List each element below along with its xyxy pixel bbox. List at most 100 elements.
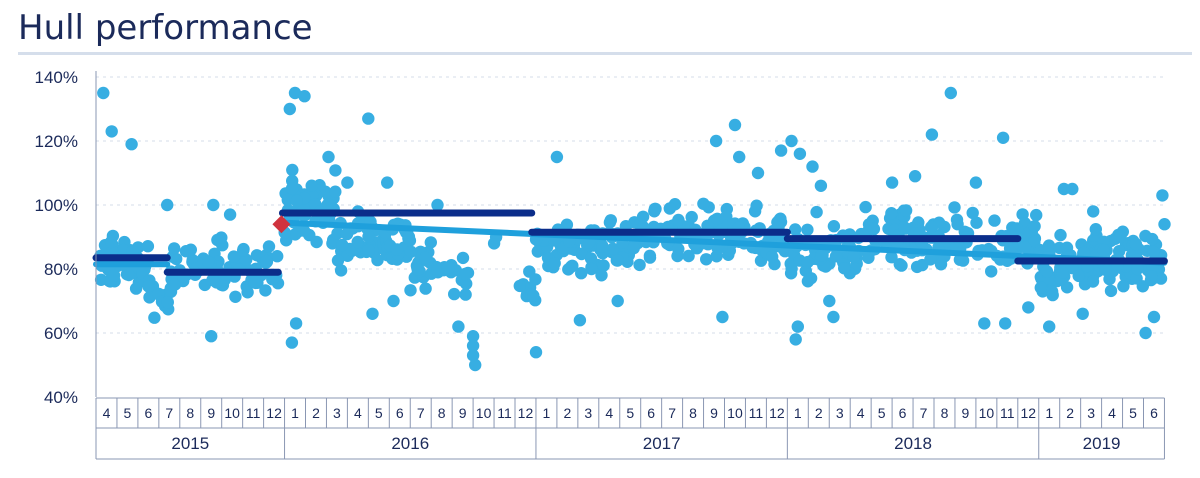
x-month-label: 3 [1087,405,1095,421]
data-point [1087,205,1100,218]
data-point [466,330,480,343]
data-point [1066,182,1079,196]
x-month-label: 1 [1045,405,1053,421]
data-point [205,330,218,343]
x-month-label: 2 [1066,405,1074,421]
data-point [1089,223,1103,236]
data-point [305,179,318,192]
data-point [1086,275,1100,288]
data-point [1147,310,1161,324]
data-point [550,150,564,164]
x-month-label: 8 [689,405,697,421]
data-point [1009,223,1022,237]
x-month-label: 9 [207,405,215,421]
data-point [801,255,814,269]
x-month-label: 12 [266,405,282,421]
data-point [390,243,404,256]
data-point [340,227,354,241]
x-month-label: 10 [224,405,240,421]
x-month-label: 12 [1020,405,1036,421]
data-point [371,253,384,267]
data-point [711,212,724,225]
data-point [1018,241,1032,254]
data-point [148,311,161,324]
data-point [229,290,242,303]
data-point [142,280,155,293]
data-point [970,216,983,229]
data-point [867,222,881,236]
data-point [107,269,121,282]
data-point [527,289,540,302]
data-point [751,166,765,180]
data-point [1145,270,1158,283]
data-point [466,339,480,352]
data-point [1030,208,1043,222]
data-point [862,251,875,264]
data-point [104,235,118,249]
data-point [223,208,237,221]
data-point [627,242,640,255]
data-point [950,213,964,226]
data-point [529,273,542,286]
data-point [910,260,924,274]
x-month-label: 3 [584,405,592,421]
data-point [1056,266,1069,279]
data-point [1156,189,1169,202]
data-point [297,224,311,237]
x-month-label: 2 [815,405,823,421]
data-point [925,220,938,234]
data-point [774,144,788,157]
data-point [105,125,118,138]
data-point [331,254,345,267]
data-point [789,333,802,346]
data-point [161,296,174,309]
data-point [838,262,851,275]
x-month-label: 5 [626,405,634,421]
data-point [1028,220,1041,233]
data-point [1139,326,1152,340]
data-point [682,249,695,263]
x-month-label: 5 [375,405,383,421]
x-month-label: 7 [165,405,173,421]
data-point [596,240,609,253]
data-point [548,257,561,270]
data-point [362,230,375,243]
x-month-label: 1 [291,405,299,421]
data-point [1034,281,1048,294]
x-month-label: 4 [1108,405,1116,421]
data-point [899,204,913,217]
data-point [161,198,174,212]
data-point [885,251,898,264]
event-marker [272,215,291,234]
data-point [424,236,437,249]
data-point [823,294,836,308]
data-point [97,86,110,100]
data-point [750,199,763,212]
data-point [611,254,624,267]
data-point [827,220,841,233]
data-point [1129,237,1143,251]
data-point [419,251,432,264]
data-point [1114,230,1127,244]
data-point [804,272,818,285]
x-month-label: 4 [605,405,613,421]
x-month-label: 5 [878,405,886,421]
data-point [847,250,860,264]
data-point [801,223,814,236]
data-point [531,245,544,258]
data-point [456,251,470,265]
data-point [996,131,1010,144]
data-point [1158,218,1171,231]
data-point [466,349,480,362]
x-month-label: 8 [438,405,446,421]
x-month-label: 6 [647,405,655,421]
data-point [969,176,983,189]
data-point [1097,243,1110,257]
data-point [215,231,228,244]
x-month-label: 9 [710,405,718,421]
title-underline [18,52,1192,55]
trend-line [279,219,1168,266]
data-point [1076,307,1089,320]
data-point [322,150,335,164]
data-point [827,310,840,324]
